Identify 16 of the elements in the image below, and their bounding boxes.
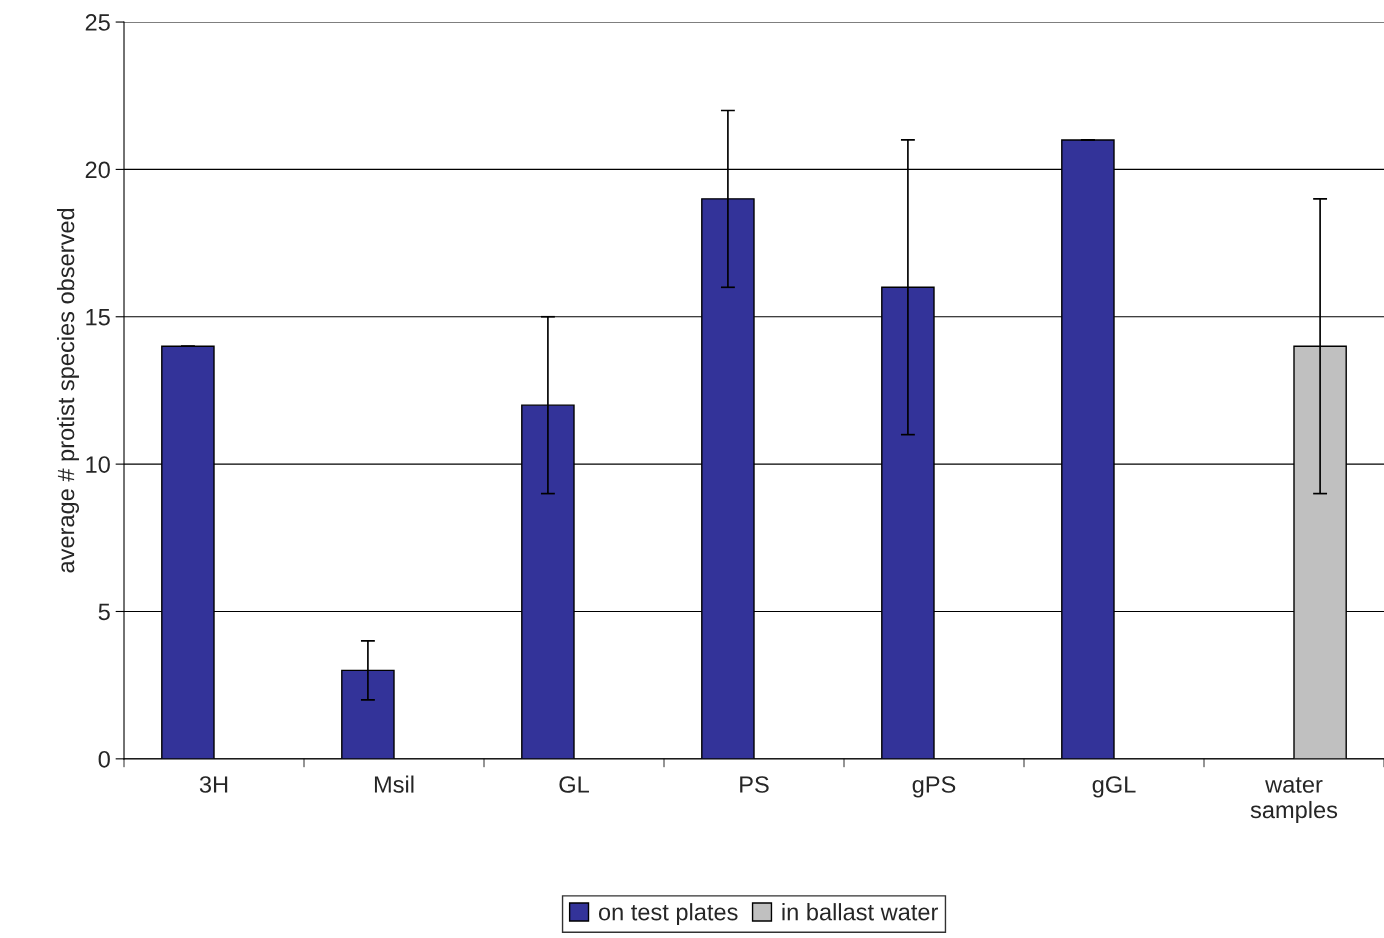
x-tick-label: 3H: [199, 776, 228, 793]
x-tick-label: gPS: [912, 776, 956, 798]
x-tick-label: water samples: [1250, 777, 1338, 823]
x-tick-label: Msil: [374, 775, 414, 793]
y-tick-label: 15: [86, 309, 110, 326]
y-tick-label: 20: [85, 161, 110, 179]
y-tick-label: 10: [86, 456, 110, 473]
y-axis-title: average # protist species observed: [56, 208, 79, 573]
x-tick-label: GL: [559, 776, 589, 793]
x-tick-label: PS: [740, 776, 769, 793]
y-tick-label: 25: [85, 14, 110, 31]
legend-label: in ballast water: [782, 903, 938, 921]
x-tick-label: gGL: [1092, 776, 1136, 798]
y-tick-label: 5: [98, 603, 110, 621]
legend-label: on test plates: [598, 903, 738, 926]
y-tick-label: 0: [98, 750, 110, 768]
